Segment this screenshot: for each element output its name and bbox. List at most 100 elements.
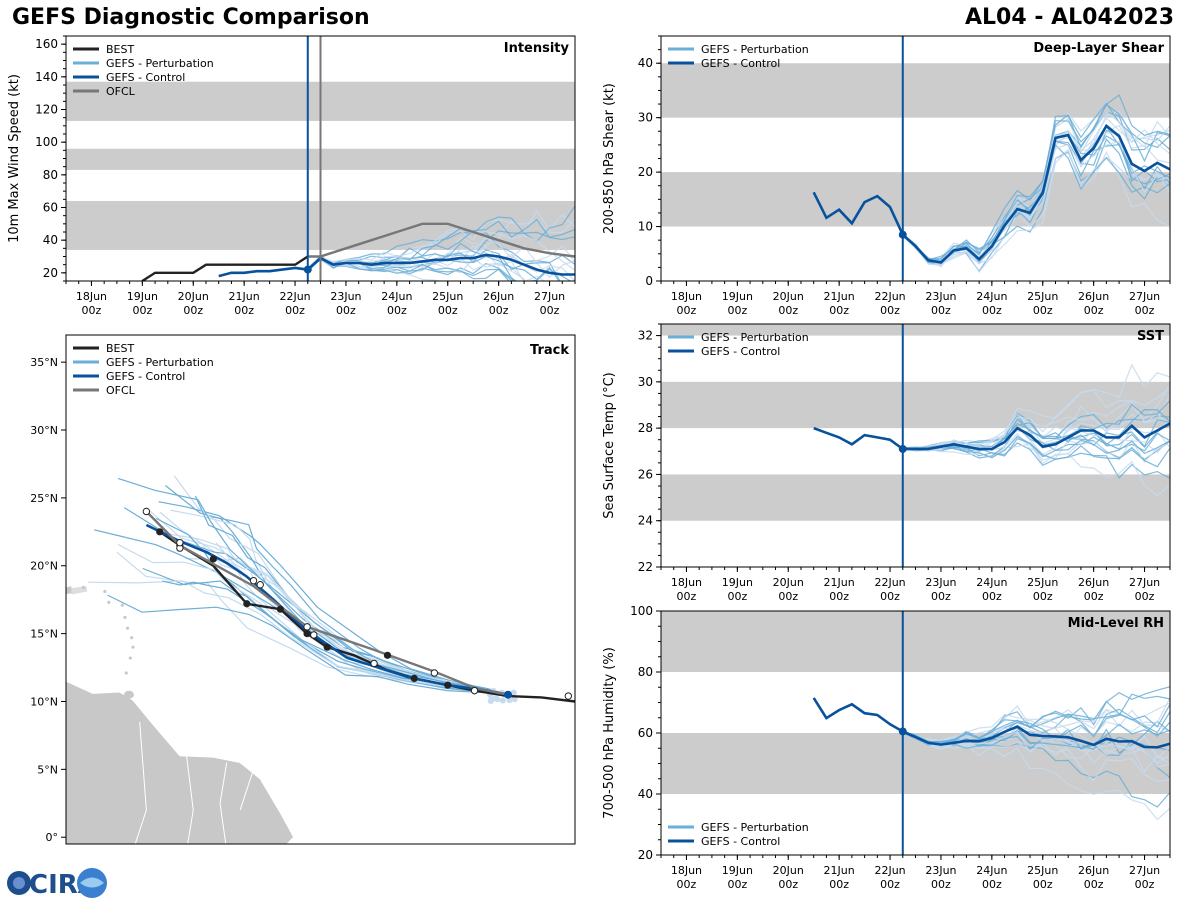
virgin-islands (66, 586, 88, 595)
y-tick-label: 40 (638, 787, 653, 801)
island (107, 600, 111, 604)
map-frame (65, 334, 576, 845)
series-best (141, 255, 309, 281)
y-tick-label: 30 (638, 375, 653, 389)
y-tick-label: 0 (645, 274, 653, 288)
y-tick-label: 160 (35, 37, 58, 51)
x-tick-label: 27Jun (534, 290, 565, 303)
y-tick-label: 32 (638, 329, 653, 343)
y-tick-label: 60 (638, 726, 653, 740)
y-axis-label: 10m Max Wind Speed (kt) (7, 74, 22, 243)
x-tick-label-hour: 00z (1084, 304, 1104, 317)
south-america-land (66, 680, 295, 844)
lat-tick-label: 15°N (30, 628, 58, 641)
legend-label: BEST (106, 43, 134, 56)
x-tick-label-hour: 00z (1033, 304, 1053, 317)
x-tick-label: 18Jun (671, 290, 702, 303)
country-border (134, 721, 147, 844)
lat-tick-label: 25°N (30, 492, 58, 505)
y-tick-label: 24 (638, 514, 653, 528)
band-sst-1 (661, 381, 1170, 429)
ofcl-track-point (303, 623, 311, 631)
x-tick-label-hour: 00z (982, 878, 1002, 891)
perturbation-member (902, 713, 1170, 760)
perturbation-member (902, 435, 1170, 459)
band-sst-0 (661, 474, 1170, 521)
x-tick-label: 18Jun (671, 576, 702, 589)
y-tick-label: 80 (43, 168, 58, 182)
island (123, 615, 127, 619)
island (131, 645, 135, 649)
x-tick-label: 24Jun (976, 576, 1007, 589)
panel-rh: 2040608010018Jun00z19Jun00z20Jun00z21Jun… (602, 604, 1171, 891)
legend-label: OFCL (106, 384, 136, 397)
legend-label: GEFS - Control (106, 71, 185, 84)
x-tick-label-hour: 00z (132, 304, 152, 317)
panel-title: Mid-Level RH (1068, 616, 1164, 631)
perturbation-start (499, 697, 506, 704)
island (124, 671, 128, 675)
panel-title: SST (1137, 329, 1164, 344)
x-tick-label: 19Jun (127, 290, 158, 303)
series-gefs-control (218, 253, 575, 278)
best-track-point (243, 600, 251, 608)
series-ofcl (307, 222, 575, 258)
x-tick-label-hour: 00z (1084, 590, 1104, 603)
best-track-point (323, 643, 331, 651)
country-border (186, 755, 194, 844)
panel-shear: 01020304018Jun00z19Jun00z20Jun00z21Jun00… (602, 35, 1171, 317)
best-track-point (410, 674, 418, 683)
cira-logo: CIRA (7, 868, 107, 900)
panel-title: Track (530, 343, 569, 358)
x-tick-label-hour: 00z (880, 590, 900, 603)
y-tick-label: 10 (638, 220, 653, 234)
x-tick-label-hour: 00z (1135, 878, 1155, 891)
x-tick-label: 24Jun (976, 864, 1007, 877)
storm-id: AL04 - AL042023 (965, 5, 1174, 30)
x-tick-label-hour: 00z (931, 878, 951, 891)
x-tick-label: 25Jun (1027, 576, 1058, 589)
x-tick-label-hour: 00z (931, 590, 951, 603)
perturbation-member (902, 94, 1170, 261)
y-tick-label: 80 (638, 665, 653, 679)
best-track-point (156, 528, 164, 536)
y-tick-label: 60 (43, 201, 58, 215)
perturbation-member (902, 117, 1170, 266)
x-tick-label-hour: 00z (336, 304, 356, 317)
x-tick-label-hour: 00z (1135, 304, 1155, 317)
best-track-point (444, 681, 452, 689)
legend-label: GEFS - Control (701, 835, 780, 848)
lat-tick-label: 30°N (30, 424, 58, 437)
x-tick-label-hour: 00z (82, 304, 102, 317)
island (130, 636, 134, 640)
band-sst-2 (661, 324, 1170, 336)
perturbation-start (510, 689, 517, 696)
x-tick-label: 22Jun (874, 576, 905, 589)
perturbation-start (492, 695, 499, 702)
y-tick-label: 20 (638, 848, 653, 862)
legend-label: GEFS - Perturbation (701, 821, 809, 834)
perturbation-member (902, 389, 1170, 450)
ofcl-track-point (370, 659, 378, 668)
band-shear-1 (661, 63, 1170, 118)
x-tick-label: 22Jun (279, 290, 310, 303)
y-axis-label: 200-850 hPa Shear (kt) (602, 83, 617, 234)
x-tick-label: 21Jun (229, 290, 260, 303)
x-tick-label-hour: 00z (285, 304, 305, 317)
x-tick-label: 23Jun (925, 576, 956, 589)
legend-label: GEFS - Control (106, 370, 185, 383)
x-tick-label: 23Jun (925, 290, 956, 303)
x-tick-label: 18Jun (76, 290, 107, 303)
island (128, 656, 132, 660)
x-tick-label: 19Jun (722, 290, 753, 303)
x-tick-label: 19Jun (722, 576, 753, 589)
x-tick-label-hour: 00z (829, 304, 849, 317)
legend-label: GEFS - Perturbation (701, 331, 809, 344)
best-track-point (303, 630, 311, 638)
perturbation-track (173, 475, 509, 696)
x-tick-label-hour: 00z (880, 878, 900, 891)
page-title: GEFS Diagnostic Comparison (12, 5, 370, 30)
x-tick-label: 19Jun (722, 864, 753, 877)
ofcl-track-point (430, 669, 439, 677)
x-tick-label-hour: 00z (880, 304, 900, 317)
